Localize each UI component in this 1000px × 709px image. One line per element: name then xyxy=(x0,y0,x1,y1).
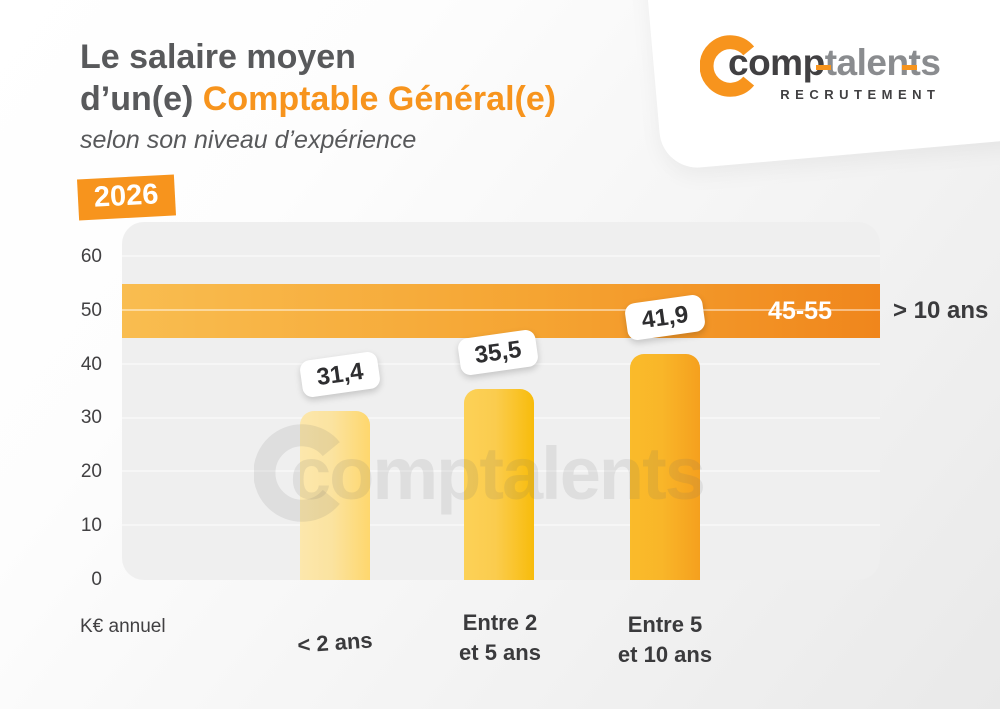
logo: comptalents RECRUTEMENT xyxy=(700,34,941,102)
x-label-less-than-2-years: < 2 ans xyxy=(274,624,396,662)
logo-tagline: RECRUTEMENT xyxy=(780,87,941,102)
x-label-line: et 5 ans xyxy=(459,640,541,665)
comptalents-c-icon xyxy=(700,35,755,97)
y-tick-0: 0 xyxy=(91,569,102,590)
watermark-c-icon xyxy=(254,424,340,522)
page-title: Le salaire moyen d’un(e) Comptable Génér… xyxy=(80,36,556,155)
watermark: comptalents xyxy=(254,422,706,524)
logo-wordmark: comptalents RECRUTEMENT xyxy=(728,42,941,102)
year-badge: 2026 xyxy=(76,174,176,221)
band-label-row: 45-55 xyxy=(122,284,832,338)
chart-area: 45-55 comptalents xyxy=(122,222,880,580)
y-tick-60: 60 xyxy=(80,246,102,267)
y-tick-20: 20 xyxy=(80,461,102,482)
x-label-5-to-10-years: Entre 5 et 10 ans xyxy=(605,610,725,670)
x-label-line: Entre 2 xyxy=(462,610,538,635)
t-crossbar-icon xyxy=(902,65,917,70)
t-crossbar-icon xyxy=(816,65,831,70)
logo-word-light: talents xyxy=(824,42,941,83)
gridline-60 xyxy=(122,255,880,258)
y-tick-30: 30 xyxy=(80,407,102,428)
x-label-line: Entre 5 xyxy=(627,612,703,637)
x-label-line: et 10 ans xyxy=(617,642,713,667)
y-tick-40: 40 xyxy=(80,354,102,375)
bar-2-to-5-years xyxy=(464,388,534,580)
x-label-2-to-5-years: Entre 2 et 5 ans xyxy=(440,608,560,668)
band-range-label: 45-55 xyxy=(768,296,832,325)
gridline-50 xyxy=(122,308,880,311)
title-highlight: Comptable Général(e) xyxy=(202,80,557,118)
bar-5-to-10-years xyxy=(630,354,700,580)
axis-unit-label: K€ annuel xyxy=(80,616,166,637)
bar-less-than-2-years xyxy=(300,411,370,580)
salary-band xyxy=(122,283,880,338)
y-tick-10: 10 xyxy=(80,515,102,536)
title-line1: Le salaire moyen xyxy=(80,38,356,76)
logo-word-dark: comp xyxy=(728,42,825,83)
watermark-text: comptalents xyxy=(290,431,706,515)
title-line2: d’un(e) Comptable Général(e) xyxy=(80,78,556,120)
page-subtitle: selon son niveau d’expérience xyxy=(80,126,417,154)
band-category-label: > 10 ans xyxy=(893,297,989,324)
x-label-line: < 2 ans xyxy=(296,627,374,658)
title-line2-prefix: d’un(e) xyxy=(80,80,203,118)
y-tick-50: 50 xyxy=(80,300,102,321)
